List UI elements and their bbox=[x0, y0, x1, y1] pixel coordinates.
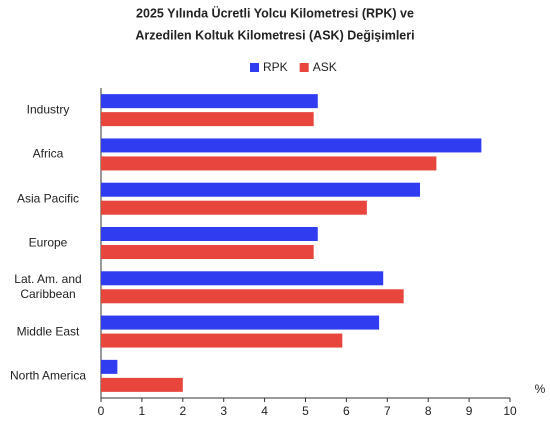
x-tick-label: 10 bbox=[503, 404, 517, 418]
legend-swatch bbox=[250, 63, 259, 72]
bar bbox=[101, 271, 384, 286]
chart-title: 2025 Yılında Ücretli Yolcu Kilometresi (… bbox=[136, 5, 414, 20]
y-tick-label: Industry bbox=[26, 102, 70, 117]
y-tick-label: Asia Pacific bbox=[16, 191, 80, 206]
x-tick-label: 7 bbox=[384, 404, 391, 418]
bar bbox=[101, 359, 118, 374]
bar bbox=[101, 333, 343, 348]
bar bbox=[101, 112, 314, 127]
x-tick-label: 6 bbox=[343, 404, 350, 418]
y-tick-label: Middle East bbox=[16, 324, 80, 339]
x-tick-label: 0 bbox=[98, 404, 105, 418]
bar bbox=[101, 156, 437, 171]
bar bbox=[101, 227, 318, 241]
x-axis-label: % bbox=[535, 382, 546, 396]
x-tick-label: 2 bbox=[179, 404, 186, 418]
bar bbox=[101, 315, 380, 330]
bar bbox=[101, 289, 404, 304]
x-tick-label: 9 bbox=[466, 404, 473, 418]
y-tick-label: North America bbox=[9, 368, 87, 383]
x-tick-label: 8 bbox=[425, 404, 432, 418]
bar bbox=[101, 182, 421, 197]
y-tick-label: Europe bbox=[28, 235, 68, 250]
chart-subtitle: Arzedilen Koltuk Kilometresi (ASK) Değiş… bbox=[135, 28, 414, 42]
x-tick-label: 4 bbox=[261, 404, 268, 418]
x-tick-label: 5 bbox=[302, 404, 309, 418]
x-tick-label: 3 bbox=[220, 404, 227, 418]
legend-swatch bbox=[299, 63, 309, 72]
y-tick-label: Africa bbox=[32, 146, 64, 161]
y-tick-label: Lat. Am. and Caribbean bbox=[14, 272, 82, 302]
bar bbox=[101, 245, 314, 259]
bar bbox=[101, 94, 318, 109]
legend-label: RPK bbox=[263, 60, 288, 74]
legend-label: ASK bbox=[313, 60, 337, 74]
bar bbox=[101, 138, 482, 153]
bar bbox=[101, 377, 183, 392]
bar bbox=[101, 200, 367, 215]
x-tick-label: 1 bbox=[139, 404, 146, 418]
